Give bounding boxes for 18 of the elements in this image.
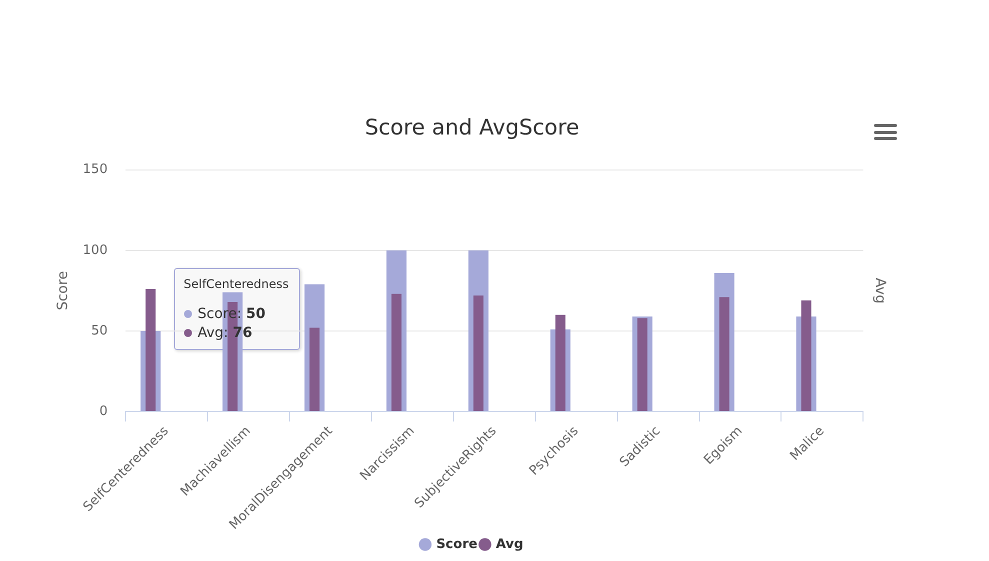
y2-axis-title: Avg <box>872 278 888 304</box>
bar <box>473 296 484 412</box>
bar <box>391 294 402 412</box>
legend-label: Score <box>436 536 478 552</box>
y-tick-label: 0 <box>99 404 108 419</box>
y-tick-label: 150 <box>82 162 108 178</box>
bar <box>555 314 566 412</box>
chart-title: Score and AvgScore <box>364 115 580 140</box>
bar <box>719 297 730 412</box>
y-axis-title: Score <box>55 271 72 310</box>
y-tick-label: 50 <box>91 323 108 338</box>
bar <box>637 318 648 412</box>
bar <box>801 300 812 412</box>
bar <box>310 328 320 412</box>
legend-label: Avg <box>496 536 524 552</box>
annotation: SelfCenteredness <box>184 276 289 293</box>
y-tick-label: 100 <box>82 242 108 258</box>
bar <box>146 289 156 412</box>
